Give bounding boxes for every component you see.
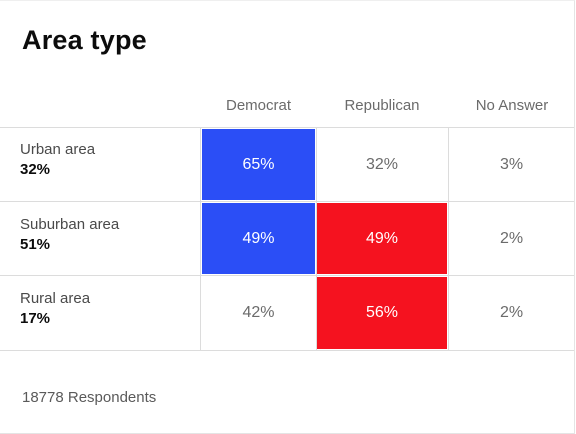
card-title: Area type [22, 25, 147, 55]
area-name: Rural area [20, 290, 91, 307]
row-divider [0, 275, 574, 276]
area-share: 17% [20, 310, 51, 327]
cell-rural-republican: 56% [317, 277, 447, 349]
column-divider [200, 128, 201, 350]
column-header-no-answer: No Answer [475, 97, 549, 114]
area-share: 51% [20, 236, 51, 253]
row-divider [0, 350, 574, 351]
table-row-label: Urban area 32% [20, 141, 195, 181]
cell-urban-republican: 32% [365, 155, 399, 173]
respondents-count: 18778 Respondents [22, 389, 157, 406]
cell-rural-democrat: 42% [242, 304, 275, 321]
column-divider [448, 128, 449, 350]
column-header-republican: Republican [344, 97, 420, 114]
area-name: Suburban area [20, 216, 120, 233]
cell-suburban-republican: 49% [317, 203, 447, 274]
area-name: Urban area [20, 141, 96, 158]
cell-suburban-no-answer: 2% [499, 229, 524, 247]
column-divider [316, 128, 317, 350]
table-row-label: Suburban area 51% [20, 216, 195, 256]
cell-rural-no-answer: 2% [499, 304, 524, 321]
cell-urban-democrat: 65% [202, 129, 315, 200]
row-divider [0, 127, 574, 128]
cell-urban-no-answer: 3% [499, 155, 524, 173]
area-share: 32% [20, 161, 51, 178]
column-header-democrat: Democrat [225, 97, 292, 114]
cell-suburban-democrat: 49% [202, 203, 315, 274]
table-row-label: Rural area 17% [20, 290, 195, 330]
row-divider [0, 201, 574, 202]
